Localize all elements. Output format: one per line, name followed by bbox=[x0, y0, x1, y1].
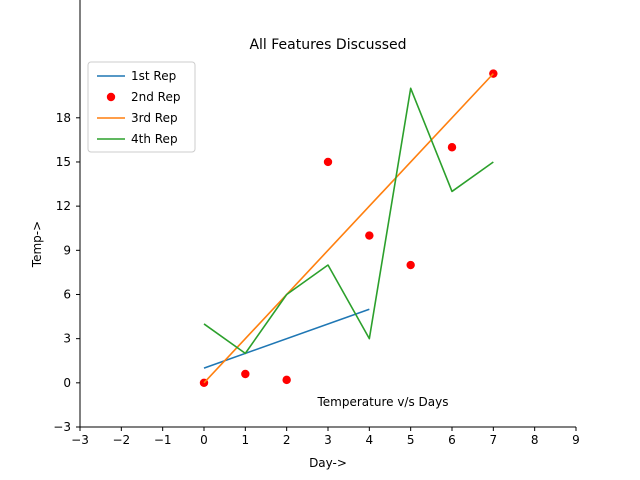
x-tick-label: 0 bbox=[200, 433, 208, 447]
x-tick-label: 5 bbox=[407, 433, 415, 447]
legend-box bbox=[87, 61, 196, 153]
data-point-2nd-rep bbox=[282, 375, 291, 385]
y-tick-label: 12 bbox=[56, 199, 71, 213]
legend-label-4th-rep: 4th Rep bbox=[131, 132, 178, 146]
series-line-3rd-rep bbox=[203, 73, 494, 384]
x-tick-label: 7 bbox=[490, 433, 498, 447]
chart-title: All Features Discussed bbox=[249, 37, 406, 53]
legend-swatch-2nd-rep bbox=[106, 92, 116, 102]
series-line-4th-rep bbox=[203, 87, 494, 355]
y-tick-label: 3 bbox=[63, 332, 71, 346]
chart-annotation: Temperature v/s Days bbox=[317, 395, 449, 409]
y-tick-label: 6 bbox=[63, 287, 71, 301]
y-tick-label: 15 bbox=[56, 155, 71, 169]
y-tick-label: 9 bbox=[63, 243, 71, 257]
series-line-1st-rep bbox=[203, 308, 370, 369]
legend-label-1st-rep: 1st Rep bbox=[131, 69, 176, 83]
data-point-2nd-rep bbox=[323, 157, 333, 167]
legend: 1st Rep 2nd Rep 3rd Rep 4th Rep bbox=[87, 61, 196, 153]
x-tick-label: −2 bbox=[112, 433, 130, 447]
data-point-2nd-rep bbox=[365, 231, 374, 240]
x-tick-label: 4 bbox=[366, 433, 374, 447]
x-tick-label: −3 bbox=[71, 433, 89, 447]
x-tick-label: 1 bbox=[242, 433, 250, 447]
y-tick-label: −3 bbox=[53, 420, 71, 434]
legend-label-3rd-rep: 3rd Rep bbox=[131, 111, 178, 125]
x-tick-label: 3 bbox=[324, 433, 332, 447]
data-point-2nd-rep bbox=[447, 143, 457, 152]
x-tick-label: 6 bbox=[448, 433, 456, 447]
x-tick-label: −1 bbox=[154, 433, 172, 447]
data-point-2nd-rep bbox=[406, 260, 415, 270]
x-axis-label: Day-> bbox=[309, 456, 347, 470]
legend-label-2nd-rep: 2nd Rep bbox=[131, 90, 180, 104]
x-tick-label: 9 bbox=[572, 433, 580, 447]
y-tick-label: 18 bbox=[56, 111, 71, 125]
x-tick-label: 8 bbox=[531, 433, 539, 447]
data-point-2nd-rep bbox=[241, 369, 250, 379]
y-axis-label: Temp-> bbox=[30, 221, 44, 268]
y-tick-label: 0 bbox=[63, 376, 71, 390]
x-tick-label: 2 bbox=[283, 433, 291, 447]
